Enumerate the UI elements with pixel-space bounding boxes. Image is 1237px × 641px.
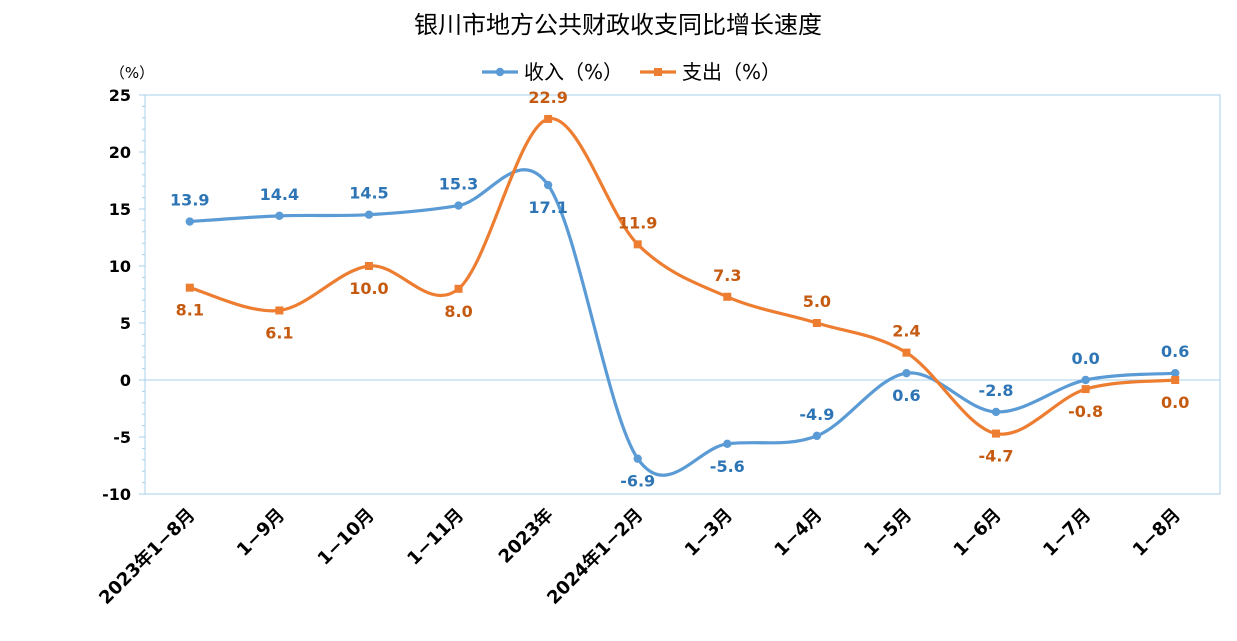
data-point — [991, 407, 1001, 417]
data-point — [543, 180, 553, 190]
x-tick-label: 1−6月 — [950, 505, 1006, 561]
series-revenue — [185, 168, 1180, 477]
x-tick-label: 1−10月 — [314, 505, 379, 570]
series-layer — [185, 114, 1180, 477]
x-tick-label: 1−7月 — [1039, 505, 1095, 561]
legend-marker — [654, 68, 662, 76]
data-label: 0.0 — [1071, 349, 1099, 368]
series-line — [189, 117, 1176, 436]
x-tick-label: 2023年 — [494, 504, 558, 568]
x-tick-label: 1−3月 — [681, 505, 737, 561]
legend-marker — [495, 67, 505, 77]
series-line — [189, 168, 1176, 477]
data-label: 5.0 — [803, 292, 831, 311]
data-label: 22.9 — [528, 88, 567, 107]
data-point — [454, 201, 463, 210]
data-label: 8.1 — [176, 301, 204, 320]
data-point — [902, 368, 911, 378]
plot-area-border — [144, 94, 1221, 495]
x-tick-label: 1−8月 — [1129, 505, 1185, 561]
series-expenditure — [185, 114, 1180, 438]
data-label: 11.9 — [618, 213, 657, 232]
data-point — [1171, 376, 1180, 384]
data-point — [185, 217, 194, 226]
legend-item: 收入（%） — [482, 60, 623, 84]
x-tick-label: 1−11月 — [403, 505, 468, 570]
data-label: -2.8 — [979, 381, 1014, 400]
x-tick-label: 1−5月 — [860, 505, 916, 561]
data-label: -4.7 — [979, 447, 1014, 466]
data-point — [364, 262, 373, 270]
data-point — [1171, 368, 1180, 378]
y-axis-unit-label: （%） — [110, 64, 154, 82]
y-tick-label: 0 — [120, 371, 131, 390]
legend: 收入（%） 支出（%） — [482, 60, 781, 84]
data-label: 6.1 — [265, 323, 293, 342]
chart-title: 银川市地方公共财政收支同比增长速度 — [414, 11, 822, 39]
x-tick-label: 1−4月 — [770, 505, 826, 561]
data-label: 2.4 — [892, 322, 920, 341]
y-tick-label: 15 — [109, 200, 131, 219]
data-point — [364, 210, 374, 219]
data-point — [633, 454, 642, 463]
data-label: 13.9 — [170, 191, 209, 210]
data-label: 17.1 — [528, 198, 567, 217]
y-tick-label: -10 — [102, 485, 131, 504]
data-point — [544, 114, 553, 123]
data-label: -0.8 — [1068, 402, 1103, 421]
data-label: 14.4 — [260, 185, 299, 204]
data-label: 0.6 — [1161, 342, 1189, 361]
data-label: 7.3 — [713, 266, 741, 285]
data-label: 0.0 — [1161, 393, 1189, 412]
y-tick-label: 10 — [109, 257, 131, 276]
legend-label: 支出（%） — [682, 60, 781, 84]
data-label: 10.0 — [349, 279, 388, 298]
data-label: -4.9 — [799, 405, 834, 424]
data-point — [454, 284, 463, 293]
data-label: -6.9 — [620, 472, 655, 491]
x-tick-label: 1−9月 — [233, 505, 289, 561]
data-labels: 13.9 14.4 14.5 15.3 17.1 -6.9 -5.6 -4.9 0.6 -2.8 0… — [170, 88, 1189, 491]
data-point — [812, 319, 821, 327]
y-tick-label: -5 — [113, 428, 131, 447]
data-point — [723, 292, 732, 301]
data-point — [185, 283, 194, 292]
y-tick-label: 25 — [109, 86, 131, 105]
data-point — [633, 240, 642, 249]
data-point — [992, 429, 1001, 438]
data-point — [723, 439, 732, 449]
data-label: -5.6 — [710, 457, 745, 476]
data-label: 0.6 — [892, 386, 920, 405]
data-point — [275, 306, 284, 315]
legend-label: 收入（%） — [524, 60, 623, 84]
x-tick-label: 2024年1−2月 — [542, 504, 647, 609]
data-point — [1081, 375, 1090, 385]
data-point — [812, 431, 822, 441]
data-label: 14.5 — [349, 184, 388, 203]
y-tick-label: 20 — [109, 143, 131, 162]
data-point — [1081, 385, 1090, 394]
data-label: 15.3 — [439, 175, 478, 194]
data-label: 8.0 — [444, 302, 472, 321]
y-tick-label: 5 — [120, 314, 131, 333]
data-point — [902, 348, 911, 357]
x-tick-label: 2023年1−8月 — [95, 504, 200, 609]
legend-item: 支出（%） — [640, 60, 781, 84]
data-point — [275, 211, 284, 221]
